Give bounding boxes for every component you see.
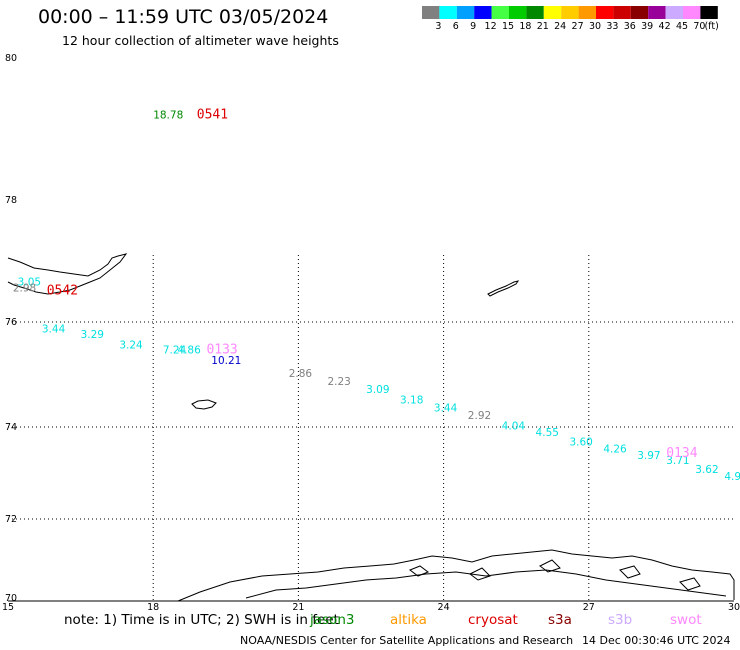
legend-swatch	[526, 6, 544, 19]
legend-label: 27	[572, 21, 584, 32]
wave-height-label: 4.04	[502, 420, 526, 432]
lon-tick-label: 15	[2, 602, 14, 613]
color-legend: 3 6 9 12 15 18 21 24 27 30 33 36 39 42 45 70 (ft)	[422, 6, 719, 32]
legend-label: 33	[606, 21, 618, 32]
lon-tick-label: 30	[728, 602, 740, 613]
legend-label: 9	[470, 21, 476, 32]
legend-label: 24	[554, 21, 566, 32]
wave-height-label: 3.29	[81, 329, 104, 341]
legend-swatch	[474, 6, 492, 19]
legend-label: 12	[485, 21, 497, 32]
legend-swatch	[613, 6, 631, 19]
legend-swatch	[509, 6, 527, 19]
wave-height-label: 3.71	[666, 455, 689, 467]
legend-label: 18	[519, 21, 531, 32]
norway-islands	[408, 559, 701, 591]
pass-time-label: 0542	[47, 284, 78, 299]
pass-time-label: 0134	[666, 446, 697, 461]
legend-swatch	[543, 6, 562, 19]
satellite-name: jason3	[310, 612, 355, 628]
lat-tick-label: 70	[5, 593, 17, 604]
pass-time-label: 0541	[197, 107, 228, 122]
satellite-name: altika	[390, 612, 427, 628]
lon-tick-label: 24	[438, 602, 450, 613]
satellite-name: s3b	[608, 612, 633, 628]
legend-label: 6	[453, 21, 459, 32]
pass-time-label: 0133	[206, 343, 237, 358]
wave-height-label: 3.05	[18, 276, 41, 288]
legend-label: 36	[624, 21, 636, 32]
legend-unit: (ft)	[704, 21, 718, 32]
wave-height-label: 3.44	[434, 402, 458, 414]
wave-height-label: 3.97	[637, 450, 660, 462]
legend-label: 21	[537, 21, 549, 32]
wave-height-label: 2.86	[289, 368, 313, 380]
footer-note: note: 1) Time is in UTC; 2) SWH is in fe…	[64, 612, 339, 628]
svalbard-coastline	[7, 253, 128, 295]
wave-height-label: 4.86	[177, 345, 201, 357]
legend-label: 3	[435, 21, 441, 32]
satellite-name: swot	[670, 612, 702, 628]
wave-height-label: 18.78	[153, 109, 183, 121]
legend-label: 45	[676, 21, 688, 32]
norway-coastline	[177, 549, 735, 602]
legend-label: 70	[693, 21, 705, 32]
page-title: 00:00 – 11:59 UTC 03/05/2024	[38, 6, 329, 28]
legend-swatch	[422, 6, 440, 19]
wave-height-label: 7.24	[163, 345, 187, 357]
wave-height-label: 4.93	[724, 471, 740, 483]
legend-swatch	[665, 6, 683, 19]
legend-swatch	[596, 6, 614, 19]
satellite-name: s3a	[548, 612, 572, 628]
legend-swatch	[491, 6, 509, 19]
norway-coastline-inner	[245, 569, 727, 599]
legend-swatch	[578, 6, 596, 19]
lat-tick-label: 76	[5, 317, 17, 328]
coastline	[7, 253, 735, 602]
wave-height-label: 3.62	[695, 464, 718, 476]
wave-height-label: 3.60	[569, 436, 592, 448]
generation-timestamp: 14 Dec 00:30:46 UTC 2024	[582, 634, 731, 647]
lon-tick-label: 27	[583, 602, 595, 613]
wave-height-label: 3.44	[42, 324, 66, 336]
lon-tick-label: 18	[147, 602, 159, 613]
lat-tick-label: 78	[5, 195, 17, 206]
lat-tick-label: 80	[5, 53, 17, 64]
legend-swatch	[648, 6, 666, 19]
wave-height-label: 2.92	[468, 410, 491, 422]
wave-height-label: 2.23	[327, 376, 350, 388]
kong-karls-land-coastline	[487, 280, 520, 297]
wave-height-label: 4.55	[536, 427, 559, 439]
legend-swatch	[561, 6, 579, 19]
satellite-name: cryosat	[468, 612, 518, 628]
legend-swatch	[439, 6, 457, 19]
bjornoya-coastline	[191, 399, 217, 410]
wave-height-label: 3.09	[366, 384, 389, 396]
credit-line: NOAA/NESDIS Center for Satellite Applica…	[240, 634, 574, 647]
lon-tick-label: 21	[292, 602, 304, 613]
legend-label: 15	[502, 21, 514, 32]
legend-swatch	[630, 6, 649, 19]
legend-label: 30	[589, 21, 601, 32]
wave-height-label: 3.18	[400, 394, 423, 406]
legend-swatch	[700, 6, 718, 19]
legend-label: 42	[659, 21, 671, 32]
page-subtitle: 12 hour collection of altimeter wave hei…	[62, 33, 339, 48]
wave-observations: 3.052.98 3.44 3.29 3.24 7.244.86 10.21 2.86 2.2…	[13, 107, 740, 483]
legend-swatch	[683, 6, 701, 19]
wave-height-label: 3.24	[119, 339, 143, 351]
legend-label: 39	[641, 21, 653, 32]
legend-swatch	[456, 6, 475, 19]
wave-height-label: 2.98	[13, 283, 36, 295]
lat-tick-label: 74	[5, 422, 17, 433]
map-grid: 15 18 21 24 27 30 70 72 74 76 78 80	[2, 53, 740, 613]
wave-height-label: 4.26	[603, 443, 627, 455]
lat-tick-label: 72	[5, 514, 17, 525]
wave-height-label: 10.21	[211, 355, 241, 367]
